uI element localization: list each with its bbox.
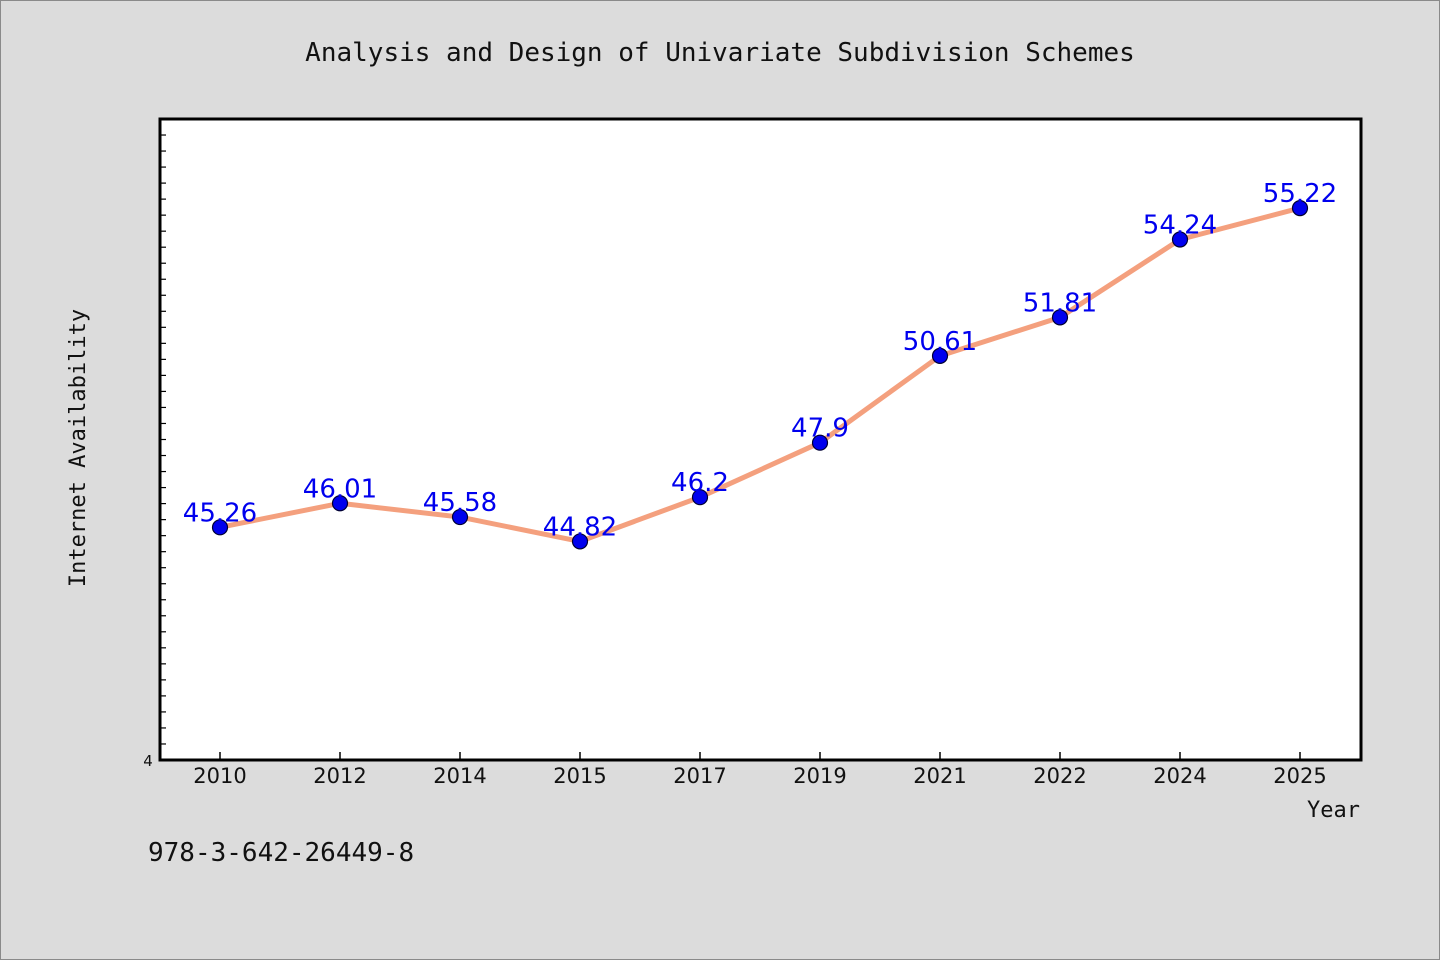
data-point-2012 [331,495,349,512]
x-tick-label-2025: 2025 [1273,764,1326,788]
data-label-2014: 45.58 [423,488,497,518]
x-axis-label: Year [1307,798,1360,823]
y-axis-min-label: 4 [143,752,153,770]
x-tick-label-2012: 2012 [313,764,366,788]
x-tick-label-2021: 2021 [913,764,966,788]
plot-area [158,117,1363,762]
data-label-2010: 45.26 [183,498,257,528]
x-axis-ticks [219,752,1301,760]
chart-title: Analysis and Design of Univariate Subdiv… [305,38,1135,68]
series-markers [211,199,1309,550]
data-point-2015 [571,533,589,550]
data-point-2022 [1051,309,1069,326]
data-label-2012: 46.01 [303,474,377,504]
x-tick-label-2015: 2015 [553,764,606,788]
isbn-label: 978-3-642-26449-8 [148,838,414,868]
data-labels: 45.26 46.01 45.58 44.82 46.2 47.9 50.61 51.81 54… [183,179,1337,542]
x-tick-label-2010: 2010 [193,764,246,788]
x-tick-label-2024: 2024 [1153,764,1206,788]
y-axis-ticks [160,134,166,745]
data-label-2015: 44.82 [543,512,617,542]
x-tick-label-2014: 2014 [433,764,486,788]
data-point-2017 [691,489,709,506]
data-label-2022: 51.81 [1023,288,1097,318]
x-axis-tick-labels: 2010 2012 2014 2015 2017 2019 2021 2022 2024 2025 [193,764,1326,788]
data-label-2017: 46.2 [671,468,729,498]
data-label-2021: 50.61 [903,327,977,357]
data-point-2025 [1291,199,1309,217]
data-label-2025: 55.22 [1263,179,1337,209]
data-point-2014 [451,508,469,526]
x-tick-label-2017: 2017 [673,764,726,788]
data-point-2019 [811,434,829,451]
x-tick-label-2022: 2022 [1033,764,1086,788]
y-axis-label: Internet Availability [66,309,91,587]
data-point-2010 [211,519,229,536]
data-point-2024 [1171,231,1189,248]
data-label-2019: 47.9 [791,414,849,444]
x-tick-label-2019: 2019 [793,764,846,788]
data-point-2021 [931,347,949,364]
series-line [217,205,1303,544]
data-label-2024: 54.24 [1143,211,1217,241]
